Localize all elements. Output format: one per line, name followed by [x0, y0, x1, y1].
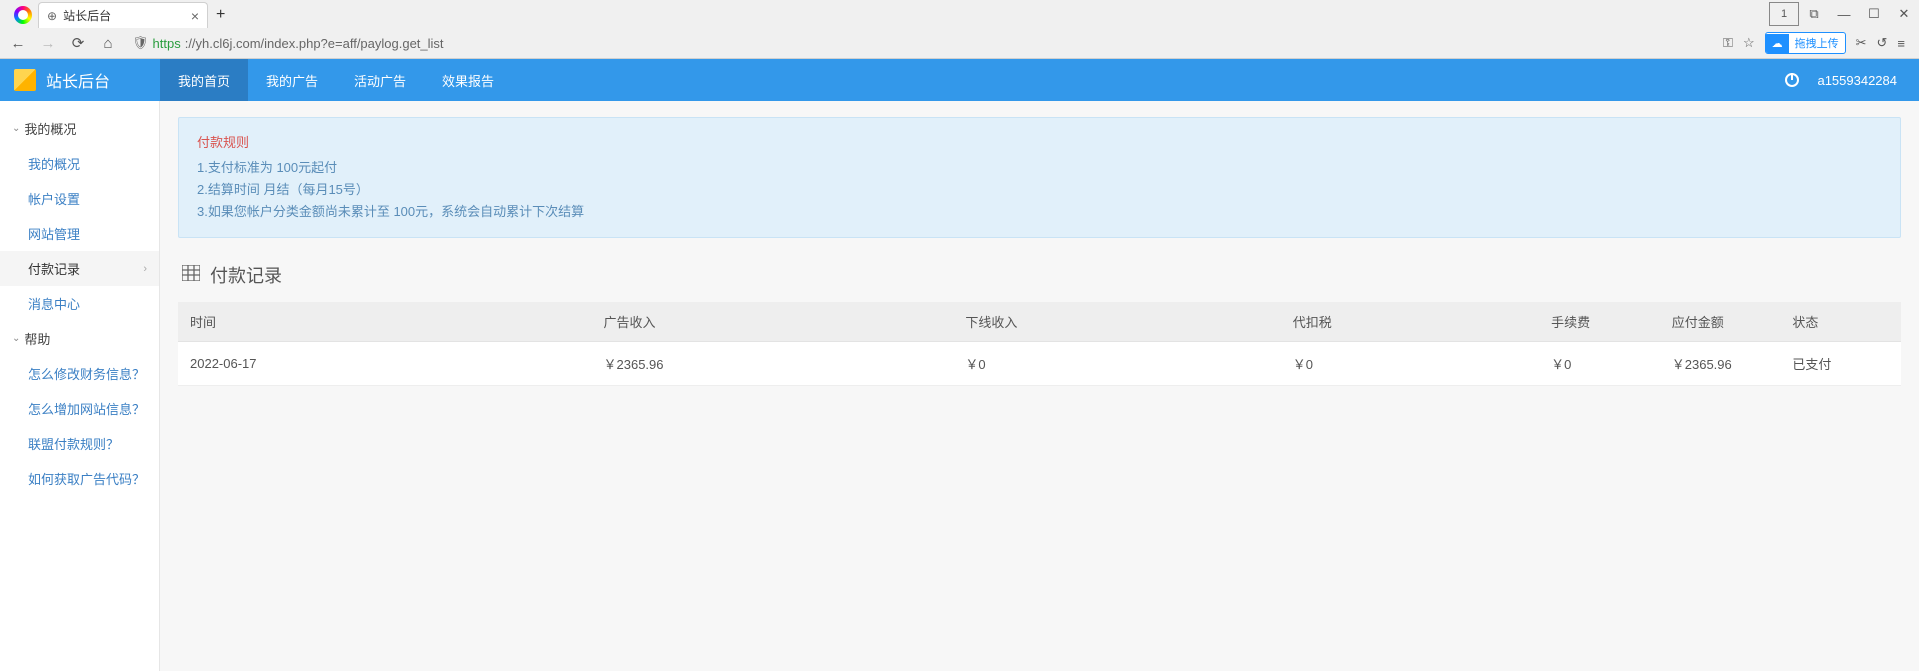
table-cell: ￥2365.96	[1660, 342, 1781, 386]
table-header-cell: 时间	[178, 302, 592, 342]
content-area: 付款规则 1.支付标准为 100元起付2.结算时间 月结（每月15号）3.如果您…	[160, 101, 1919, 671]
rule-line: 1.支付标准为 100元起付	[197, 157, 1882, 179]
upload-badge[interactable]: ☁ 拖拽上传	[1765, 32, 1846, 54]
browser-logo-icon	[14, 6, 32, 24]
top-nav-item[interactable]: 活动广告	[336, 59, 424, 101]
url-path: ://yh.cl6j.com/index.php?e=aff/paylog.ge…	[185, 36, 444, 51]
sidebar-item[interactable]: 怎么修改财务信息？	[0, 356, 159, 391]
table-cell: ￥0	[1539, 342, 1660, 386]
top-nav: 我的首页我的广告活动广告效果报告	[160, 59, 512, 101]
tab-title: 站长后台	[63, 7, 111, 24]
window-controls: 1 ⧉ — ☐ ✕	[1769, 2, 1919, 26]
top-nav-item[interactable]: 我的首页	[160, 59, 248, 101]
table-cell: 2022-06-17	[178, 342, 592, 386]
table-cell: ￥0	[1281, 342, 1539, 386]
address-bar: ← → ⟳ ⌂ 🛡 https ://yh.cl6j.com/index.php?…	[0, 28, 1919, 58]
url-input[interactable]: 🛡 https ://yh.cl6j.com/index.php?e=aff/pa…	[126, 33, 1717, 53]
rules-box: 付款规则 1.支付标准为 100元起付2.结算时间 月结（每月15号）3.如果您…	[178, 117, 1901, 238]
sidebar-item[interactable]: 帐户设置	[0, 181, 159, 216]
table-header-cell: 广告收入	[592, 302, 954, 342]
brand-text: 站长后台	[46, 68, 110, 92]
browser-tab[interactable]: ⊕ 站长后台 ×	[38, 2, 208, 28]
chevron-down-icon: ⌄	[12, 333, 20, 344]
table-header-cell: 状态	[1780, 302, 1901, 342]
main-layout: ⌄ 我的概况 我的概况帐户设置网站管理付款记录›消息中心 ⌄ 帮助 怎么修改财务…	[0, 101, 1919, 671]
table-cell: ￥0	[953, 342, 1280, 386]
rule-line: 3.如果您帐户分类金额尚未累计至 100元，系统会自动累计下次结算	[197, 201, 1882, 223]
sidebar-group-overview[interactable]: ⌄ 我的概况	[0, 111, 159, 146]
top-nav-item[interactable]: 效果报告	[424, 59, 512, 101]
sidebar-item[interactable]: 付款记录›	[0, 251, 159, 286]
minimize-button[interactable]: —	[1829, 2, 1859, 26]
power-icon[interactable]	[1785, 73, 1799, 87]
undo-icon[interactable]: ↺	[1877, 35, 1888, 51]
username: a1559342284	[1817, 73, 1897, 88]
chevron-right-icon: ›	[143, 263, 147, 275]
table-header-cell: 手续费	[1539, 302, 1660, 342]
sidebar-item[interactable]: 如何获取广告代码？	[0, 461, 159, 496]
rule-line: 2.结算时间 月结（每月15号）	[197, 179, 1882, 201]
extension-icon[interactable]: ⧉	[1799, 2, 1829, 26]
sidebar-item[interactable]: 网站管理	[0, 216, 159, 251]
section-title-text: 付款记录	[210, 262, 282, 288]
table-cell: ￥2365.96	[592, 342, 954, 386]
table-icon	[182, 265, 200, 286]
sidebar: ⌄ 我的概况 我的概况帐户设置网站管理付款记录›消息中心 ⌄ 帮助 怎么修改财务…	[0, 101, 160, 671]
app-header: 站长后台 我的首页我的广告活动广告效果报告 a1559342284	[0, 59, 1919, 101]
tab-bar: ⊕ 站长后台 × + 1 ⧉ — ☐ ✕	[0, 0, 1919, 28]
group-title: 帮助	[24, 329, 50, 348]
status-cell: 已支付	[1780, 342, 1901, 386]
group-title: 我的概况	[24, 119, 76, 138]
table-header-cell: 下线收入	[953, 302, 1280, 342]
star-icon[interactable]: ☆	[1743, 35, 1755, 51]
close-icon[interactable]: ×	[191, 8, 199, 24]
header-right: a1559342284	[1785, 59, 1919, 101]
sidebar-group-help[interactable]: ⌄ 帮助	[0, 321, 159, 356]
table-row: 2022-06-17￥2365.96￥0￥0￥0￥2365.96已支付	[178, 342, 1901, 386]
home-button[interactable]: ⌂	[96, 31, 120, 55]
chevron-down-icon: ⌄	[12, 123, 20, 134]
globe-icon: ⊕	[47, 9, 57, 23]
menu-icon[interactable]: ≡	[1897, 36, 1905, 51]
top-nav-item[interactable]: 我的广告	[248, 59, 336, 101]
tab-count-badge: 1	[1769, 2, 1799, 26]
back-button[interactable]: ←	[6, 31, 30, 55]
sidebar-item[interactable]: 消息中心	[0, 286, 159, 321]
table-header-cell: 应付金额	[1660, 302, 1781, 342]
sidebar-item[interactable]: 联盟付款规则？	[0, 426, 159, 461]
browser-tools: ⚿ ☆ ☁ 拖拽上传 ✂ ↺ ≡	[1723, 32, 1905, 54]
logo-area: 站长后台	[0, 59, 160, 101]
scissors-icon[interactable]: ✂	[1856, 35, 1867, 51]
maximize-button[interactable]: ☐	[1859, 2, 1889, 26]
payment-table: 时间广告收入下线收入代扣税手续费应付金额状态 2022-06-17￥2365.9…	[178, 302, 1901, 386]
url-protocol: https	[153, 36, 181, 51]
browser-chrome: ⊕ 站长后台 × + 1 ⧉ — ☐ ✕ ← → ⟳ ⌂ 🛡 https ://y…	[0, 0, 1919, 59]
forward-button[interactable]: →	[36, 31, 60, 55]
sidebar-item[interactable]: 怎么增加网站信息？	[0, 391, 159, 426]
logo-cube-icon	[14, 69, 36, 91]
cloud-icon: ☁	[1766, 34, 1789, 53]
key-icon[interactable]: ⚿	[1723, 35, 1733, 51]
close-window-button[interactable]: ✕	[1889, 2, 1919, 26]
reload-button[interactable]: ⟳	[66, 31, 90, 55]
new-tab-button[interactable]: +	[208, 2, 233, 28]
upload-label: 拖拽上传	[1789, 33, 1845, 53]
shield-icon: 🛡	[132, 35, 149, 51]
sidebar-item[interactable]: 我的概况	[0, 146, 159, 181]
section-title: 付款记录	[178, 262, 1901, 288]
rules-title: 付款规则	[197, 132, 1882, 151]
table-header-cell: 代扣税	[1281, 302, 1539, 342]
